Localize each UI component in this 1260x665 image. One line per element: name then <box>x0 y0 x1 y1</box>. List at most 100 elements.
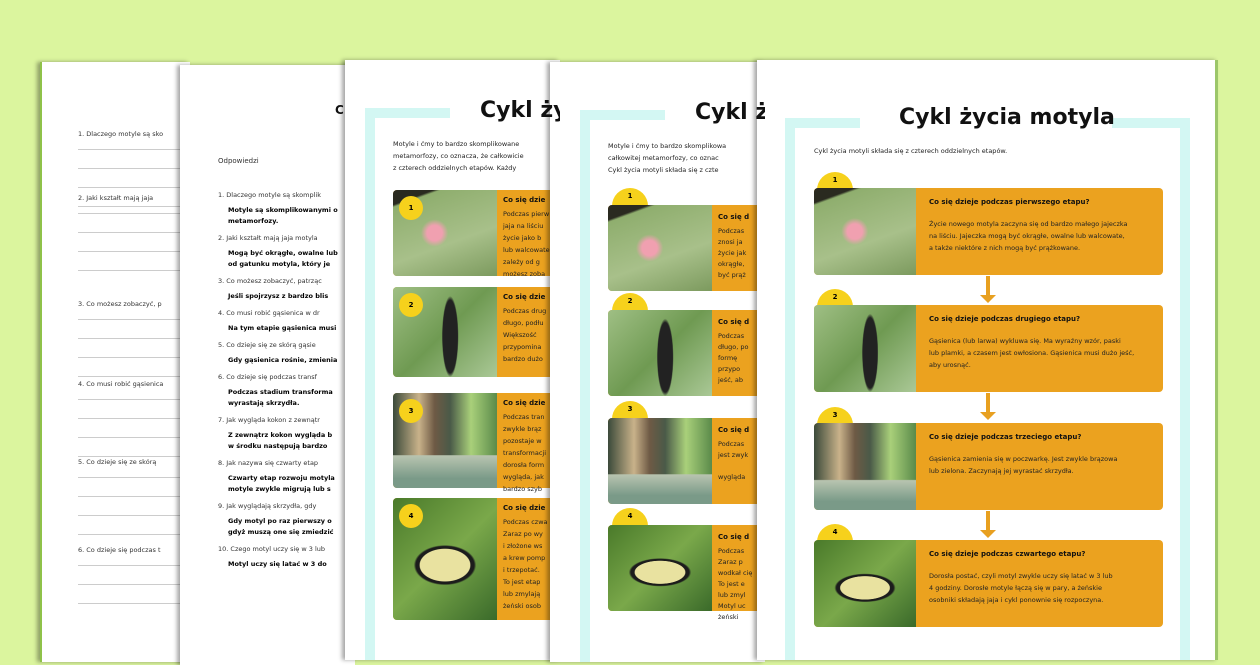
answer-line <box>78 418 190 419</box>
stage-card: Co się d Podczas Zaraz p wodkał cię To jest … <box>608 525 765 621</box>
stage-photo: 1 <box>393 190 497 276</box>
stage-text: aby urosnąć. <box>929 361 971 369</box>
question-text: 9. Jak wyglądają skrzydła, gdy <box>218 502 317 510</box>
stage-card: Co się d Podczas długo, po formę przypo jeść… <box>608 310 765 396</box>
stage-text: 4 godziny. Dorosłe motyle łączą się w pa… <box>929 584 1102 592</box>
stage-text: na liściu. Jajeczka mogą być okrągłe, ow… <box>929 232 1125 240</box>
stage-number: 1 <box>612 188 648 208</box>
stage-text: zwykle brąz <box>503 425 542 433</box>
stage-text: zależy od g <box>503 258 540 266</box>
stage-text: i trzepotać. <box>503 566 540 574</box>
answer-line <box>78 376 190 377</box>
answer-line <box>78 437 190 438</box>
stage-text: Dorosła postać, czyli motyl zwykle uczy … <box>929 572 1113 580</box>
answer-text: od gatunku motyla, który je <box>228 260 331 268</box>
stage-text: jest zwyk <box>718 451 749 459</box>
stage-text: jeść, ab <box>718 376 744 384</box>
stage-question: Co się dzieje podczas pierwszego etapu? <box>929 198 1090 206</box>
stage-card: Co się d Podczas znosi ja życie jak okrągłe,… <box>608 205 765 291</box>
stage-text: być prąż <box>718 271 746 279</box>
answer-line <box>78 565 190 566</box>
stage-photo: 4 <box>393 498 497 620</box>
question-text: 1. Dlaczego motyle są sko <box>78 130 164 138</box>
stage-photo <box>608 525 712 611</box>
stage-photo <box>608 205 712 291</box>
answer-text: Motyle są skomplikowanymi o <box>228 206 338 214</box>
stage-number: 1 <box>399 196 423 220</box>
stage-text: znosi ja <box>718 238 743 246</box>
stage-text: i złożone ws <box>503 542 543 550</box>
stage-text: wygląda <box>718 473 746 481</box>
intro-text: Motyle i ćmy to bardzo skomplikowane <box>393 140 520 148</box>
answer-line <box>78 357 190 358</box>
stage-text: Podczas <box>718 547 745 555</box>
answer-line <box>78 477 190 478</box>
answer-line <box>78 232 190 233</box>
answer-line <box>78 206 190 207</box>
answer-text: motyle zwykle migrują lub s <box>228 485 331 493</box>
answer-text: Czwarty etap rozwoju motyla <box>228 474 335 482</box>
stage-question: Co się dzieje podczas trzeciego etapu? <box>929 433 1082 441</box>
answer-line <box>78 251 190 252</box>
stage-question: Co się d <box>718 318 750 326</box>
answer-line <box>78 584 190 585</box>
answer-line <box>78 534 190 535</box>
page-title: Cykl ży <box>695 100 765 125</box>
intro-text: Motyle i ćmy to bardzo skomplikowa <box>608 142 727 150</box>
down-arrow-icon <box>980 393 996 420</box>
stage-text: lub walcowate <box>503 246 550 254</box>
down-arrow-icon <box>980 276 996 303</box>
question-text: 5. Co dzieje się ze skórą gąsie <box>218 341 316 349</box>
stage-question: Co się dzie <box>503 196 546 204</box>
stage-text: Motyl uc <box>718 602 746 610</box>
answer-text: gdyż muszą one się zmiedzić <box>228 528 334 536</box>
stage-number: 3 <box>399 399 423 423</box>
stage-photo <box>814 423 916 510</box>
answer-text: Motyl uczy się latać w 3 do <box>228 560 327 568</box>
stage-text: Zaraz po wy <box>503 530 543 538</box>
stage-text: żeński <box>718 613 739 621</box>
intro-text: Cykl życia motyli składa się z czte <box>608 166 719 174</box>
stage-text: Podczas <box>718 332 745 340</box>
answer-text: wyrastają skrzydła. <box>228 399 300 407</box>
stage-card: Co się dzieje podczas trzeciego etapu? Gą… <box>814 423 1163 510</box>
stage-number: 4 <box>399 504 423 528</box>
intro-text: z czterech oddzielnych etapów. Każdy <box>393 164 517 172</box>
answer-text: Na tym etapie gąsienica musi <box>228 324 337 332</box>
question-text: 3. Co możesz zobaczyć, patrząc <box>218 277 322 285</box>
stage-photo <box>814 305 916 392</box>
stage-text: wygląda, jak <box>503 473 544 481</box>
stage-number: 3 <box>817 407 853 427</box>
stage-text: pozostaje w <box>503 437 542 445</box>
question-text: 6. Co dzieje się podczas t <box>78 546 161 554</box>
answer-text: w środku następują bardzo <box>228 442 328 450</box>
answers-page: C Odpowiedzi 1. Dlaczego motyle są skomp… <box>180 65 355 665</box>
answer-line <box>78 270 190 271</box>
question-text: 4. Co musi robić gąsienica <box>78 380 164 388</box>
stage-photo: 2 <box>393 287 497 377</box>
answer-text: Gdy motyl po raz pierwszy o <box>228 517 332 525</box>
page-title: Cykl życia motyla <box>899 105 1115 130</box>
stage-card: Co się dzieje podczas pierwszego etapu? Ż… <box>814 188 1163 275</box>
stage-text: Gąsienica (lub larwa) wykluwa się. Ma wy… <box>929 337 1121 345</box>
stage-photo: 3 <box>393 393 497 488</box>
stage-card: Co się dzieje podczas drugiego etapu? Gąs… <box>814 305 1163 392</box>
stage-text: a także niektóre z nich mogą być prążkow… <box>929 244 1081 252</box>
stage-text: bardzo dużo <box>503 355 543 363</box>
page-title: Cykl ży <box>480 98 560 123</box>
stage-text: Podczas <box>718 227 745 235</box>
stage-question: Co się dzie <box>503 293 546 301</box>
stage-number: 3 <box>612 401 648 421</box>
answer-line <box>78 187 190 188</box>
lifecycle-page-a: Cykl ży Motyle i ćmy to bardzo skompliko… <box>345 60 560 660</box>
stage-text: życie jak <box>718 249 747 257</box>
lifecycle-page-main: Cykl życia motyla Cykl życia motyli skła… <box>757 60 1218 660</box>
stage-photo <box>814 540 916 627</box>
question-text: 3. Co możesz zobaczyć, p <box>78 300 162 308</box>
stage-text: Podczas czwa <box>503 518 548 526</box>
stage-number: 1 <box>817 172 853 192</box>
stage-text: Podczas drug <box>503 307 547 315</box>
question-text: 2. Jaki kształt mają jaja motyla <box>218 234 318 242</box>
answer-line <box>78 515 190 516</box>
stage-text: Gąsienica zamienia się w poczwarkę. Jest… <box>929 455 1118 463</box>
